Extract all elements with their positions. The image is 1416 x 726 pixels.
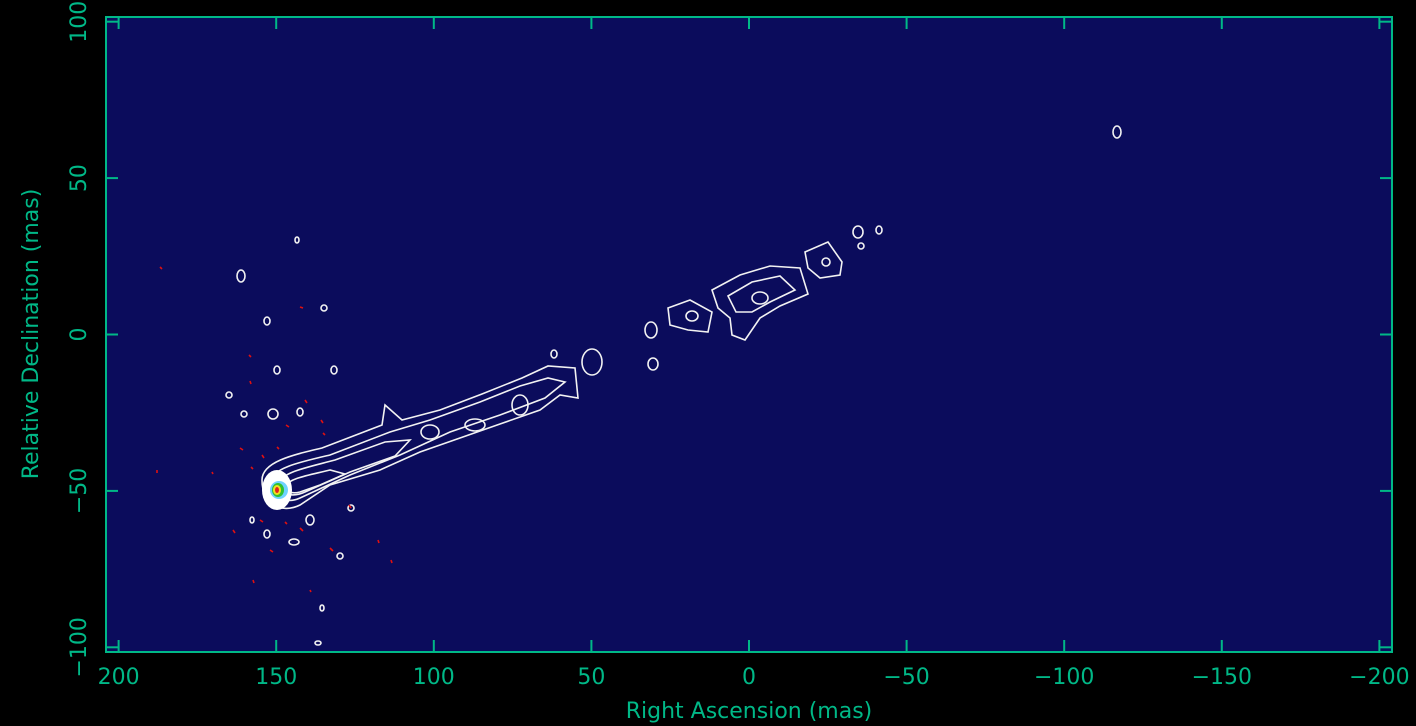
x-tick-label: −50 (883, 665, 929, 690)
y-tick-label: −100 (67, 617, 92, 677)
y-tick-label: −50 (67, 468, 92, 514)
y-tick-label: 50 (67, 164, 92, 192)
chart: Right Ascension (mas) Relative Declinati… (0, 0, 1416, 726)
x-tick-label: 0 (742, 665, 756, 690)
x-axis-label: Right Ascension (mas) (626, 699, 873, 724)
x-tick-label: 50 (577, 665, 605, 690)
y-tick-label: 100 (67, 1, 92, 43)
x-tick-label: 100 (413, 665, 455, 690)
y-axis-label: Relative Declination (mas) (19, 189, 44, 480)
y-tick-label: 0 (67, 328, 92, 342)
x-tick-label: −150 (1192, 665, 1252, 690)
x-tick-label: −200 (1349, 665, 1409, 690)
x-tick-label: 200 (98, 665, 140, 690)
x-tick-label: −100 (1034, 665, 1094, 690)
x-tick-label: 150 (255, 665, 297, 690)
